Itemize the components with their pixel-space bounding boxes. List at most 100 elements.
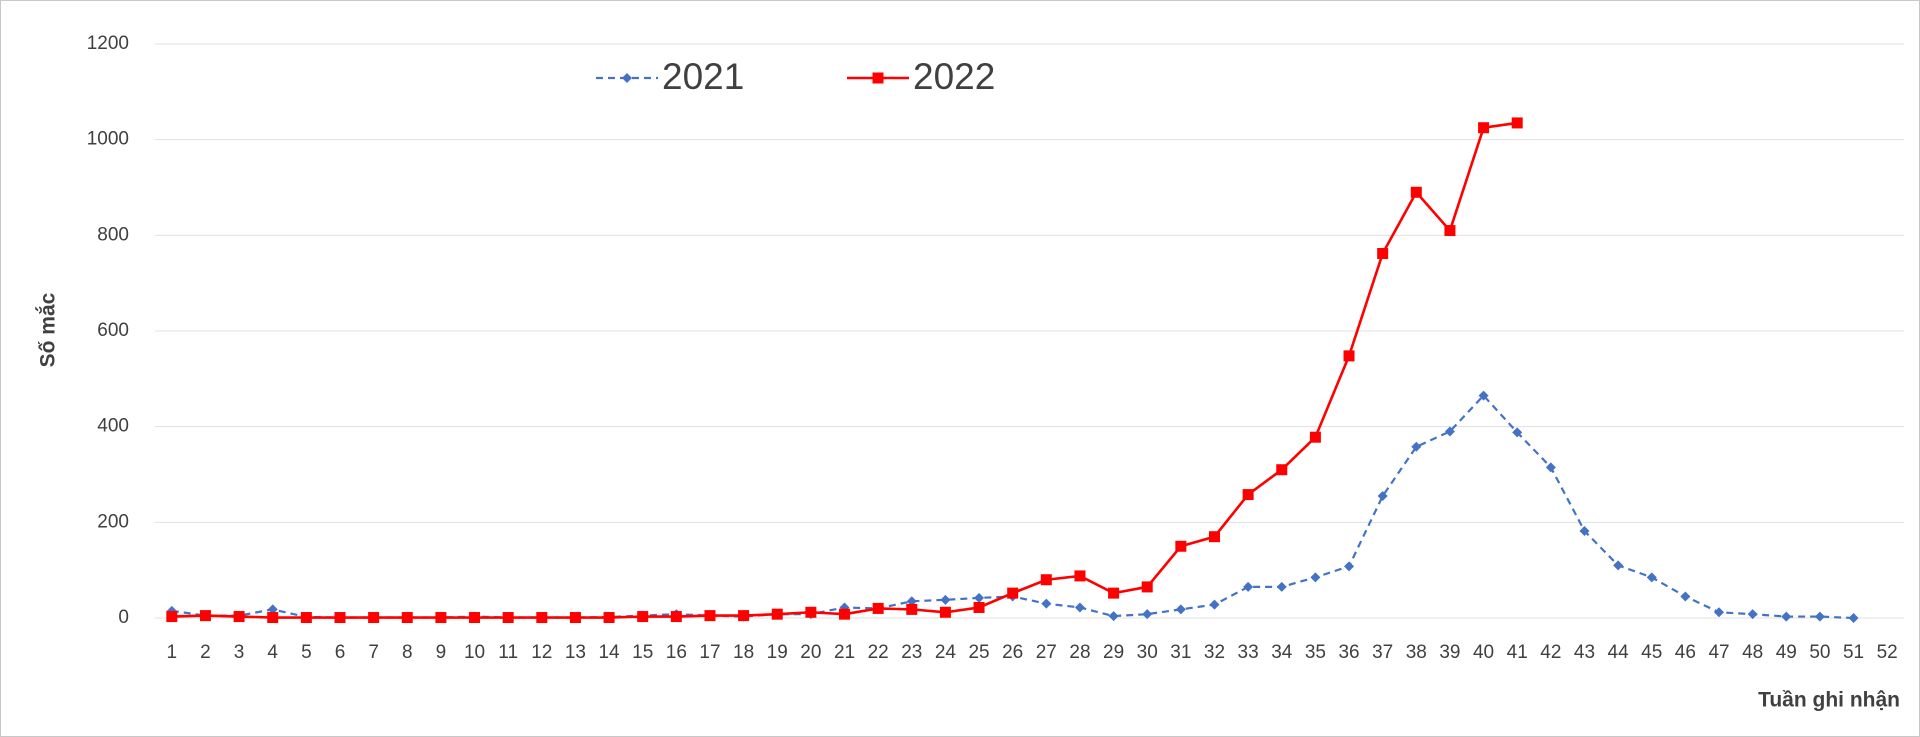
x-tick-label: 48 xyxy=(1742,642,1763,663)
marker xyxy=(603,612,615,624)
marker xyxy=(401,612,413,624)
x-tick-label: 15 xyxy=(632,642,653,663)
marker xyxy=(1814,611,1825,622)
x-tick-label: 33 xyxy=(1238,642,1259,663)
x-tick-label: 11 xyxy=(498,642,518,663)
x-tick-label: 43 xyxy=(1574,642,1595,663)
marker xyxy=(1478,390,1489,401)
y-tick-label: 1000 xyxy=(87,129,129,150)
legend-label: 2022 xyxy=(913,56,995,97)
x-tick-label: 1 xyxy=(167,642,178,663)
y-tick-label: 200 xyxy=(97,511,129,532)
marker xyxy=(704,610,716,622)
marker xyxy=(906,603,918,615)
x-tick-label: 24 xyxy=(935,642,957,663)
marker xyxy=(1041,598,1052,609)
y-tick-label: 600 xyxy=(97,320,129,341)
marker xyxy=(1175,540,1187,552)
x-tick-label: 45 xyxy=(1641,642,1662,663)
marker xyxy=(805,606,817,618)
x-tick-label: 27 xyxy=(1036,642,1057,663)
x-tick-label: 10 xyxy=(464,642,485,663)
marker xyxy=(1007,587,1019,599)
x-tick-label: 49 xyxy=(1776,642,1797,663)
x-tick-label: 12 xyxy=(531,642,552,663)
legend-label: 2021 xyxy=(662,56,744,97)
x-tick-label: 13 xyxy=(565,642,586,663)
marker xyxy=(1444,225,1456,237)
marker xyxy=(906,596,917,607)
marker xyxy=(1276,581,1287,592)
x-tick-label: 47 xyxy=(1708,642,1729,663)
x-tick-label: 44 xyxy=(1608,642,1630,663)
x-tick-label: 25 xyxy=(968,642,989,663)
marker xyxy=(267,612,279,624)
marker xyxy=(872,602,884,614)
x-tick-label: 35 xyxy=(1305,642,1326,663)
x-tick-label: 32 xyxy=(1204,642,1225,663)
marker xyxy=(1243,581,1254,592)
x-axis-title: Tuần ghi nhận xyxy=(1758,689,1900,712)
marker xyxy=(1309,431,1321,443)
y-tick-label: 400 xyxy=(97,416,129,437)
marker xyxy=(771,608,783,620)
marker xyxy=(1040,574,1052,586)
marker xyxy=(1411,441,1422,452)
marker xyxy=(839,608,851,620)
marker xyxy=(469,612,481,624)
marker xyxy=(1343,350,1355,362)
marker xyxy=(1242,489,1254,501)
x-tick-label: 4 xyxy=(267,642,278,663)
x-tick-label: 40 xyxy=(1473,642,1494,663)
y-tick-label: 1200 xyxy=(87,33,129,54)
y-tick-label: 0 xyxy=(118,607,129,628)
marker xyxy=(1175,604,1186,615)
marker xyxy=(939,606,951,618)
marker xyxy=(233,611,245,623)
marker xyxy=(1579,525,1590,536)
x-tick-label: 52 xyxy=(1877,642,1898,663)
x-tick-label: 46 xyxy=(1675,642,1696,663)
legend-marker xyxy=(622,73,632,83)
marker xyxy=(1714,607,1725,618)
x-tick-label: 20 xyxy=(800,642,821,663)
x-tick-label: 16 xyxy=(666,642,687,663)
x-tick-label: 5 xyxy=(301,642,312,663)
marker xyxy=(1511,117,1523,129)
x-tick-label: 18 xyxy=(733,642,754,663)
marker xyxy=(1108,611,1119,622)
marker xyxy=(1108,587,1120,599)
marker xyxy=(637,611,649,623)
x-tick-label: 26 xyxy=(1002,642,1023,663)
marker xyxy=(940,594,951,605)
marker xyxy=(1545,462,1556,473)
x-tick-label: 36 xyxy=(1338,642,1359,663)
marker xyxy=(1512,427,1523,438)
legend-marker xyxy=(872,72,884,84)
y-tick-label: 800 xyxy=(97,224,129,245)
marker xyxy=(1747,609,1758,620)
marker xyxy=(1276,464,1288,476)
x-tick-label: 28 xyxy=(1069,642,1090,663)
marker xyxy=(1680,591,1691,602)
x-tick-label: 39 xyxy=(1439,642,1460,663)
marker xyxy=(1410,186,1422,198)
marker xyxy=(1781,611,1792,622)
marker xyxy=(1209,599,1220,610)
marker xyxy=(1074,602,1085,613)
marker xyxy=(1142,609,1153,620)
marker xyxy=(1377,248,1389,260)
marker xyxy=(738,610,750,622)
marker xyxy=(1646,572,1657,583)
marker xyxy=(300,612,312,624)
marker xyxy=(502,612,514,624)
marker xyxy=(1478,122,1490,134)
y-axis-title: Số mắc xyxy=(36,292,60,367)
x-tick-label: 41 xyxy=(1507,642,1528,663)
marker xyxy=(267,604,278,615)
x-tick-label: 6 xyxy=(335,642,346,663)
marker xyxy=(199,610,211,622)
marker xyxy=(1344,561,1355,572)
